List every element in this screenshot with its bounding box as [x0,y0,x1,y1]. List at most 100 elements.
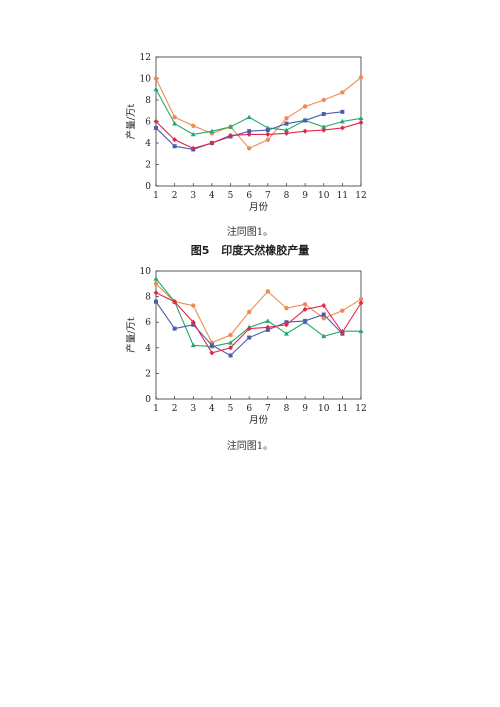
top-series-3-point [340,109,345,114]
top-x-tick-label: 1 [153,191,159,201]
bottom-x-tick-label: 2 [172,404,178,414]
top-series-1-point [172,115,177,120]
bottom-x-tick-label: 4 [209,404,215,414]
bottom-series-2-line [155,278,361,348]
bottom-series-1-point [191,303,196,308]
top-series-3-point [303,118,308,123]
top-y-tick-label: 4 [145,139,151,149]
bottom-x-tick-label: 10 [318,404,330,414]
top-x-tick-label: 5 [228,191,234,201]
top-y-tick-label: 8 [145,96,151,106]
bottom-series-3-point [303,318,308,323]
bottom-x-tick-label: 12 [355,404,366,414]
top-series-4-point [358,119,364,126]
bottom-series-1-point [340,308,345,313]
bottom-series-3-point [209,343,214,348]
top-series-3-point [154,125,158,130]
top-x-tick-label: 6 [246,191,252,201]
top-x-tick-label: 4 [209,191,215,201]
bottom-x-tick-label: 7 [265,404,271,414]
bottom-x-tick-label: 8 [284,404,290,414]
top-series-1-point [246,146,252,151]
top-x-axis-label: 月份 [249,201,269,213]
bottom-y-tick-label: 8 [145,293,151,303]
bottom-series-3-point [172,326,177,331]
chart-top-note: 注同图1。 [226,227,274,238]
top-series-4-point [284,130,289,136]
top-y-tick-label: 0 [145,182,151,192]
top-series-1-point [265,137,271,142]
top-series-3-point [247,129,252,134]
bottom-series-1-point [153,281,159,286]
bottom-series-1-point [246,309,252,315]
top-x-tick-label: 10 [318,191,330,201]
figure-caption-title: 印度天然橡胶产量 [221,244,310,257]
bottom-x-tick-label: 3 [190,404,196,414]
bottom-series-2-point [321,333,327,339]
top-series-1-point [191,123,196,128]
top-series-3-point [265,128,270,133]
chart-bottom-note: 注同图1。 [226,441,274,452]
top-series-4-point [209,140,215,146]
figure-caption-label: 图5 [190,244,210,257]
bottom-series-2-point [228,340,234,345]
bottom-series-1-point [321,316,326,321]
bottom-series-4-point [265,324,271,330]
top-x-tick-label: 3 [190,191,196,201]
bottom-x-tick-label: 1 [153,404,159,414]
bottom-series-1-point [284,305,289,311]
top-series-4-point [302,128,308,134]
bottom-plot-frame [155,270,362,400]
top-series-4-point [246,131,252,137]
top-series-2-point [283,127,289,132]
top-y-tick-label: 2 [145,161,151,171]
bottom-x-tick-label: 11 [337,404,348,414]
top-series-4-point [153,118,159,125]
top-series-3-point [321,111,326,116]
top-y-tick-label: 6 [145,118,151,128]
bottom-series-1-point [228,332,233,338]
top-y-tick-label: 12 [140,53,151,63]
top-series-2-point [339,118,345,124]
bottom-series-3-point [247,335,252,340]
bottom-series-3-point [154,299,158,304]
top-series-2-point [321,124,327,129]
bottom-y-tick-label: 0 [145,395,151,405]
bottom-series-1-point [265,289,271,294]
top-series-4-point [339,125,345,131]
top-series-3-point [172,144,177,149]
top-x-tick-label: 7 [265,191,271,201]
top-series-2-point [209,128,215,134]
bottom-series-4-line [155,292,362,354]
bottom-series-4-point [172,299,178,305]
top-series-1-point [302,104,308,109]
bottom-series-1-point [302,302,308,307]
bottom-x-tick-label: 5 [228,404,234,414]
top-series-1-point [321,97,326,103]
top-x-tick-label: 11 [337,191,348,201]
top-series-2-point [172,121,178,126]
top-series-1-line [155,76,362,150]
figure-caption: 图5 印度天然橡胶产量 [0,242,500,258]
top-series-2-point [358,115,364,121]
top-plot-frame [155,56,362,187]
top-series-1-point [284,116,289,121]
top-series-2-line [155,88,362,135]
bottom-y-tick-label: 10 [140,267,152,277]
top-x-tick-label: 2 [172,191,178,201]
bottom-series-2-point [265,318,271,323]
top-series-4-point [321,127,327,133]
top-series-4-point [265,131,271,137]
bottom-x-tick-label: 9 [302,404,308,414]
bottom-series-3-point [321,312,326,317]
top-series-2-point [246,114,252,120]
top-series-3-point [284,121,289,126]
bottom-y-tick-label: 4 [145,344,151,354]
top-series-1-point [358,75,364,80]
top-y-axis-label: 产量/万t [125,104,137,140]
bottom-series-2-point [153,276,159,281]
bottom-y-axis-label: 产量/万t [125,317,137,353]
top-series-2-point [228,124,234,129]
bottom-x-axis-label: 月份 [249,414,269,426]
